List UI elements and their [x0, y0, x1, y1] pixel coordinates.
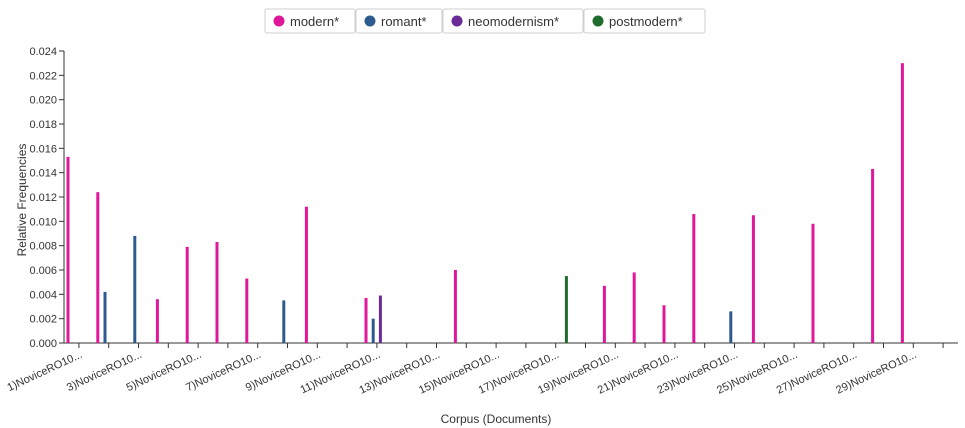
legend-marker [364, 15, 376, 27]
legend-item-box[interactable] [442, 8, 584, 34]
legend-item-neomodernism[interactable]: neomodernism* [442, 8, 584, 34]
bar-postmodern-17 [564, 276, 568, 343]
legend-label: postmodern* [609, 14, 683, 29]
y-axis-title: Relative Frequencies [15, 144, 29, 257]
bar-modern-9 [304, 206, 308, 343]
bar-romant-2 [103, 291, 107, 343]
bar-modern-4 [155, 299, 159, 343]
y-tick-label: 0.016 [29, 143, 57, 155]
legend-item-modern[interactable]: modern* [264, 8, 356, 34]
legend-marker [451, 15, 463, 27]
legend-item-box[interactable] [264, 8, 356, 34]
legend-label: neomodernism* [468, 14, 559, 29]
y-tick-label: 0.004 [29, 289, 57, 301]
y-tick-label: 0.008 [29, 241, 57, 253]
bars [66, 63, 904, 344]
bar-modern-26 [811, 223, 815, 343]
bar-modern-24 [751, 215, 755, 343]
legend-item-postmodern[interactable]: postmodern* [583, 8, 706, 34]
y-tick-label: 0.002 [29, 314, 57, 326]
y-tick-label: 0.024 [29, 46, 57, 58]
bar-modern-19 [602, 285, 606, 343]
bar-romant-3 [133, 235, 137, 343]
y-tick-label: 0.014 [29, 168, 57, 180]
bar-modern-1 [66, 156, 70, 343]
bar-modern-20 [632, 272, 636, 343]
legend: modern* romant* neomodernism* postmodern* [264, 8, 706, 34]
bar-modern-29 [900, 63, 904, 344]
axes: 0.000 0.002 0.004 0.006 0.008 0.010 0.012 0.014… [5, 46, 958, 397]
y-tick-label: 0.020 [29, 95, 57, 107]
legend-item-romant[interactable]: romant* [355, 8, 443, 34]
bar-modern-2 [96, 192, 100, 343]
y-tick-label: 0.010 [29, 216, 57, 228]
y-tick-label: 0.018 [29, 119, 57, 131]
x-axis-title: Corpus (Documents) [441, 412, 552, 426]
bar-romant-8 [282, 300, 286, 343]
bar-neomodernism-11 [378, 295, 382, 343]
bar-romant-11 [371, 318, 375, 343]
legend-label: modern* [290, 14, 339, 29]
bar-modern-5 [185, 246, 189, 343]
bar-modern-28 [871, 169, 875, 343]
bar-modern-21 [662, 305, 666, 343]
bar-romant-23 [729, 311, 733, 343]
y-tick-label: 0.006 [29, 265, 57, 277]
legend-item-box[interactable] [583, 8, 706, 34]
bar-modern-6 [215, 242, 219, 343]
bar-modern-7 [245, 278, 249, 343]
bar-modern-22 [692, 214, 696, 343]
legend-marker [592, 15, 604, 27]
bar-modern-14 [453, 270, 457, 343]
legend-label: romant* [381, 14, 427, 29]
legend-item-box[interactable] [355, 8, 443, 34]
y-tick-label: 0.012 [29, 192, 57, 204]
bar-modern-11 [364, 297, 368, 343]
y-tick-label: 0.022 [29, 70, 57, 82]
legend-marker [273, 15, 285, 27]
y-tick-label: 0.000 [29, 338, 57, 350]
